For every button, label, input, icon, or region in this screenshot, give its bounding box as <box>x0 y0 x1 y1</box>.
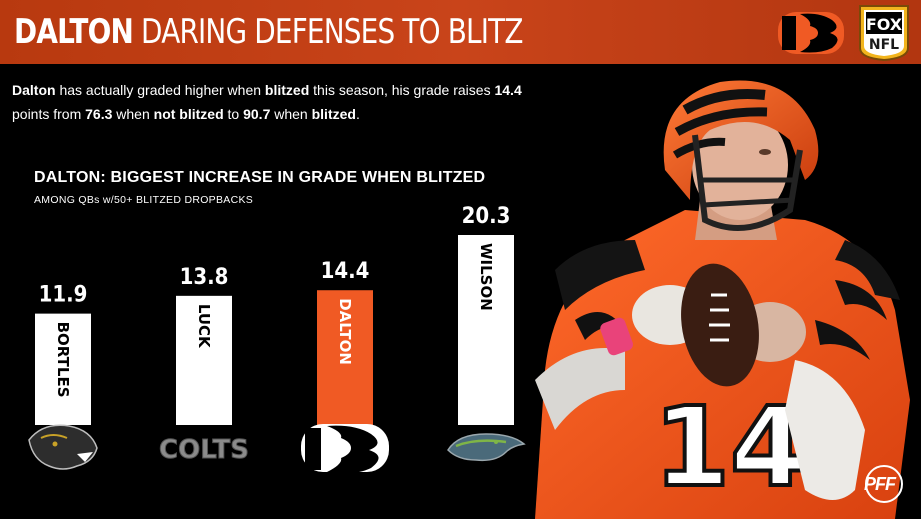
value-label-luck: 13.8 <box>180 265 229 290</box>
jaguar-eye <box>52 441 58 447</box>
chart-subtitle: AMONG QBs w/50+ BLITZED DROPBACKS <box>34 194 254 206</box>
bengals-b-shape <box>327 425 379 474</box>
header-bar: DALTON DARING DEFENSES TO BLITZ FOX NFL <box>0 0 921 64</box>
bengals-b-stem <box>305 428 321 470</box>
title-light: DARING DEFENSES TO BLITZ <box>141 12 523 52</box>
intro-seg6: points from <box>12 106 86 122</box>
bar-luck <box>176 295 232 425</box>
intro-seg10: to <box>223 106 244 122</box>
bengals-b-notch <box>329 430 335 468</box>
intro-seg3: blitzed <box>264 82 310 98</box>
bar-dalton <box>317 290 373 425</box>
intro-seg1: Dalton <box>12 82 56 98</box>
intro-seg4: this season, his grade raises <box>309 82 495 98</box>
jaguars-logo <box>28 424 98 470</box>
seahawks-logo <box>447 433 526 462</box>
chart-title: DALTON: BIGGEST INCREASE IN GRADE WHEN B… <box>34 169 486 186</box>
intro-seg11: 90.7 <box>243 106 271 122</box>
player-photo: 14 <box>535 80 910 519</box>
fox-text: FOX <box>866 15 903 34</box>
intro-text: Dalton has actually graded higher when b… <box>12 78 532 126</box>
pff-logo: PFF <box>862 464 906 504</box>
page-title: DALTON DARING DEFENSES TO BLITZ <box>14 10 523 54</box>
intro-seg12: when <box>270 106 312 122</box>
intro-seg7: 76.3 <box>85 106 113 122</box>
seahawk-head <box>447 433 526 462</box>
jaguar-head <box>28 424 98 470</box>
value-label-dalton: 14.4 <box>321 259 370 284</box>
pff-text: PFF <box>864 474 896 494</box>
intro-seg9: not blitzed <box>153 106 224 122</box>
bengals-logo <box>301 424 389 474</box>
pff-logo-mark <box>865 465 903 503</box>
colts-logo-text: COLTS <box>159 435 249 465</box>
bar-name-wilson: WILSON <box>477 243 495 311</box>
jaguar-stripe <box>40 434 68 439</box>
title-bold: DALTON <box>14 12 134 52</box>
seahawk-eye <box>494 440 498 444</box>
intro-seg14: . <box>355 106 360 122</box>
jersey-number: 14 <box>653 383 806 511</box>
intro-seg13: blitzed <box>311 106 356 122</box>
bar-wilson <box>458 235 514 425</box>
value-label-wilson: 20.3 <box>462 204 511 229</box>
bar-name-dalton: DALTON <box>336 298 354 365</box>
jaguar-teeth <box>77 452 93 462</box>
intro-seg2: has actually graded higher when <box>55 82 265 98</box>
nfl-text: NFL <box>869 37 899 53</box>
bar-name-luck: LUCK <box>195 304 213 349</box>
colts-logo: COLTS <box>159 435 250 466</box>
value-label-bortles: 11.9 <box>39 283 88 308</box>
seahawk-stripe <box>455 439 507 448</box>
intro-seg8: when <box>112 106 154 122</box>
bar-name-bortles: BORTLES <box>54 322 72 398</box>
intro-seg5: 14.4 <box>494 82 522 98</box>
bar-bortles <box>35 313 91 425</box>
fox-nfl-logo: FOX NFL <box>859 5 909 62</box>
bengals-logo <box>778 12 844 54</box>
